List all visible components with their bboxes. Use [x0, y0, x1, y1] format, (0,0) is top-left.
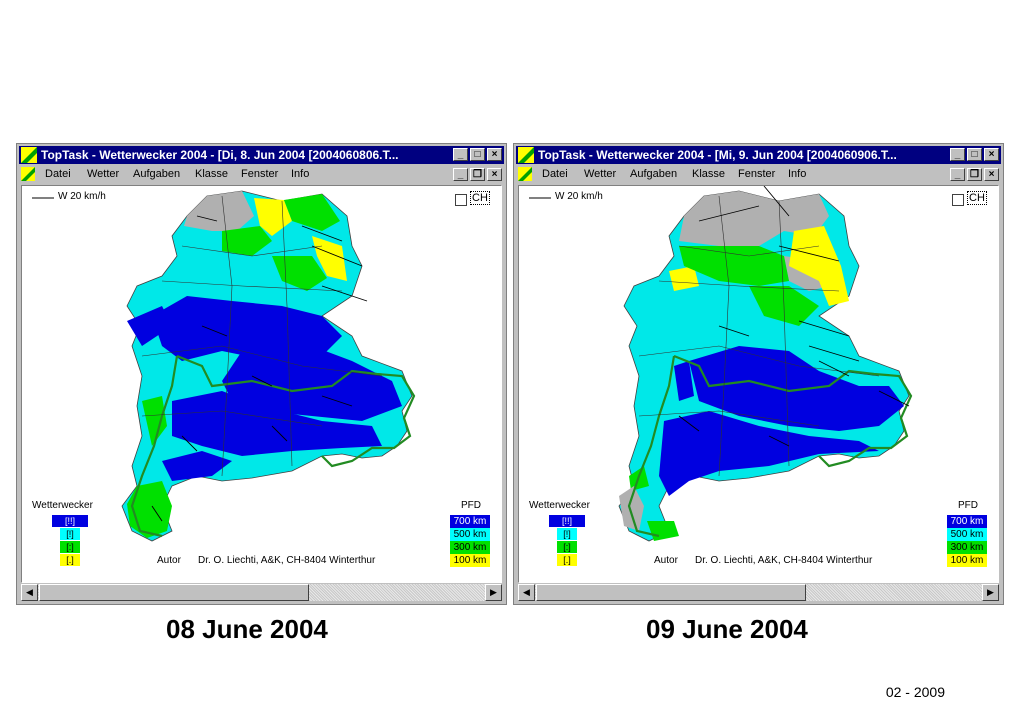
- footer-date: 02 - 2009: [885, 684, 945, 700]
- window-title: TopTask - Wetterwecker 2004 - [Di, 8. Ju…: [41, 148, 399, 162]
- pfd-level-100: 100 km: [450, 554, 490, 567]
- doc-restore-button[interactable]: ❐: [967, 168, 982, 181]
- menu-info[interactable]: Info: [788, 168, 807, 180]
- close-button[interactable]: ×: [984, 148, 999, 161]
- horizontal-scrollbar[interactable]: ◀ ▶: [21, 584, 502, 601]
- title-bar[interactable]: TopTask - Wetterwecker 2004 - [Di, 8. Ju…: [19, 146, 504, 164]
- author-text: Dr. O. Liechti, A&K, CH-8404 Winterthur: [695, 555, 873, 566]
- menu-fenster[interactable]: Fenster: [241, 168, 279, 180]
- title-bar[interactable]: TopTask - Wetterwecker 2004 - [Mi, 9. Ju…: [516, 146, 1001, 164]
- document-icon[interactable]: [518, 167, 532, 181]
- wetterwecker-level-1: [!!]: [52, 515, 88, 527]
- menu-klasse[interactable]: Klasse: [692, 168, 726, 180]
- maximize-button[interactable]: □: [470, 148, 485, 161]
- pfd-level-500: 500 km: [450, 528, 490, 541]
- wetterwecker-level-2: [!]: [557, 528, 577, 540]
- menu-aufgaben[interactable]: Aufgaben: [630, 168, 678, 180]
- wetterwecker-level-2: [!]: [60, 528, 80, 540]
- app-window-left: TopTask - Wetterwecker 2004 - [Di, 8. Ju…: [16, 143, 507, 605]
- wetterwecker-level-3: [:]: [557, 541, 577, 553]
- wetterwecker-level-4: [.]: [60, 554, 80, 566]
- menu-wetter[interactable]: Wetter: [584, 168, 617, 180]
- wind-legend-label: W 20 km/h: [555, 191, 603, 202]
- app-icon: [518, 147, 534, 163]
- caption-right: 09 June 2004: [646, 614, 808, 644]
- menu-datei[interactable]: Datei: [45, 168, 71, 180]
- minimize-button[interactable]: _: [453, 148, 468, 161]
- scroll-right-icon[interactable]: ▶: [982, 584, 999, 601]
- doc-close-button[interactable]: ×: [984, 168, 999, 181]
- horizontal-scrollbar[interactable]: ◀ ▶: [518, 584, 999, 601]
- caption-left: 08 June 2004: [166, 614, 328, 644]
- scroll-thumb[interactable]: [39, 584, 309, 601]
- weather-map: [618, 186, 913, 542]
- menu-bar: Datei Wetter Aufgaben Klasse Fenster Inf…: [19, 165, 504, 183]
- menu-klasse[interactable]: Klasse: [195, 168, 229, 180]
- pfd-level-300: 300 km: [947, 541, 987, 554]
- author-label: Autor: [157, 555, 181, 566]
- pfd-level-700: 700 km: [947, 515, 987, 528]
- wind-scale-icon: [32, 197, 54, 199]
- ch-label: CH: [470, 191, 490, 205]
- pfd-level-100: 100 km: [947, 554, 987, 567]
- author-label: Autor: [654, 555, 678, 566]
- maximize-button[interactable]: □: [967, 148, 982, 161]
- doc-minimize-button[interactable]: _: [950, 168, 965, 181]
- scroll-left-icon[interactable]: ◀: [518, 584, 535, 601]
- window-title: TopTask - Wetterwecker 2004 - [Mi, 9. Ju…: [538, 148, 897, 162]
- ch-checkbox[interactable]: [952, 194, 964, 206]
- scroll-thumb[interactable]: [536, 584, 806, 601]
- pfd-level-700: 700 km: [450, 515, 490, 528]
- menu-bar: Datei Wetter Aufgaben Klasse Fenster Inf…: [516, 165, 1001, 183]
- weather-map: [121, 190, 416, 542]
- menu-datei[interactable]: Datei: [542, 168, 568, 180]
- doc-restore-button[interactable]: ❐: [470, 168, 485, 181]
- pfd-legend-title: PFD: [958, 500, 978, 511]
- wetterwecker-level-4: [.]: [557, 554, 577, 566]
- doc-minimize-button[interactable]: _: [453, 168, 468, 181]
- scroll-right-icon[interactable]: ▶: [485, 584, 502, 601]
- close-button[interactable]: ×: [487, 148, 502, 161]
- author-text: Dr. O. Liechti, A&K, CH-8404 Winterthur: [198, 555, 376, 566]
- wetterwecker-level-3: [:]: [60, 541, 80, 553]
- menu-wetter[interactable]: Wetter: [87, 168, 120, 180]
- wetterwecker-legend-title: Wetterwecker: [529, 500, 590, 511]
- app-window-right: TopTask - Wetterwecker 2004 - [Mi, 9. Ju…: [513, 143, 1004, 605]
- pfd-legend-title: PFD: [461, 500, 481, 511]
- menu-aufgaben[interactable]: Aufgaben: [133, 168, 181, 180]
- map-view[interactable]: W 20 km/h CH Wetterwecker [!!] [!] [:] […: [518, 185, 999, 583]
- wetterwecker-legend-title: Wetterwecker: [32, 500, 93, 511]
- doc-close-button[interactable]: ×: [487, 168, 502, 181]
- pfd-level-500: 500 km: [947, 528, 987, 541]
- wind-legend-label: W 20 km/h: [58, 191, 106, 202]
- menu-fenster[interactable]: Fenster: [738, 168, 776, 180]
- menu-info[interactable]: Info: [291, 168, 310, 180]
- wind-scale-icon: [529, 197, 551, 199]
- minimize-button[interactable]: _: [950, 148, 965, 161]
- map-view[interactable]: W 20 km/h CH Wetterwecker [!!] [!] [:] […: [21, 185, 502, 583]
- ch-checkbox[interactable]: [455, 194, 467, 206]
- ch-label: CH: [967, 191, 987, 205]
- wetterwecker-level-1: [!!]: [549, 515, 585, 527]
- app-icon: [21, 147, 37, 163]
- document-icon[interactable]: [21, 167, 35, 181]
- scroll-left-icon[interactable]: ◀: [21, 584, 38, 601]
- pfd-level-300: 300 km: [450, 541, 490, 554]
